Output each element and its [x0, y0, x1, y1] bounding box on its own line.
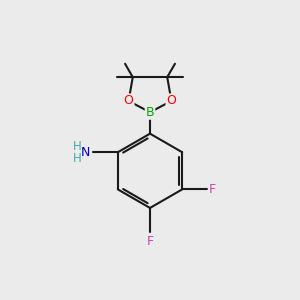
Text: H: H: [73, 152, 82, 165]
Text: F: F: [209, 183, 216, 196]
Text: B: B: [146, 106, 154, 119]
Text: F: F: [146, 235, 154, 248]
Text: O: O: [124, 94, 134, 107]
Text: N: N: [80, 146, 90, 159]
Text: O: O: [167, 94, 176, 107]
Text: H: H: [73, 140, 82, 153]
